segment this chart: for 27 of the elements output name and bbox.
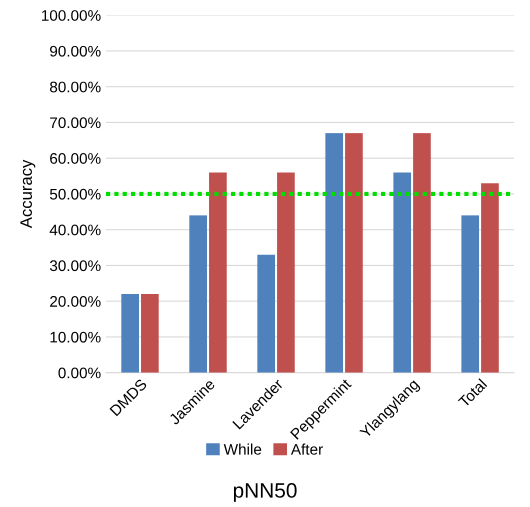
bar <box>393 172 412 373</box>
y-tick-label: 90.00% <box>50 46 101 57</box>
bar <box>121 294 139 373</box>
y-tick-label: 20.00% <box>50 296 101 307</box>
y-tick-label: 40.00% <box>50 224 101 236</box>
y-axis-title: Accuracy <box>20 160 36 228</box>
y-tick-label: 50.00% <box>50 188 101 200</box>
bar <box>257 254 276 373</box>
bar <box>325 133 344 373</box>
y-tick-label: 70.00% <box>50 117 101 128</box>
bar <box>277 172 295 373</box>
bar <box>413 133 431 373</box>
y-tick-label: 60.00% <box>50 153 101 164</box>
y-tick-label: 100.00% <box>42 10 101 21</box>
text: pNN50 <box>234 483 297 502</box>
legend-label: After <box>290 444 323 455</box>
bar <box>345 133 363 373</box>
y-tick-label: 80.00% <box>50 82 101 92</box>
y-tick-label: 30.00% <box>50 260 101 272</box>
bar <box>481 183 499 373</box>
bar <box>461 215 480 373</box>
y-tick-label: 10.00% <box>50 332 101 343</box>
bar <box>141 294 159 373</box>
y-tick-label: 0.00% <box>58 368 101 378</box>
bar <box>189 215 208 373</box>
bar <box>209 172 227 373</box>
legend-label: While <box>224 444 262 455</box>
